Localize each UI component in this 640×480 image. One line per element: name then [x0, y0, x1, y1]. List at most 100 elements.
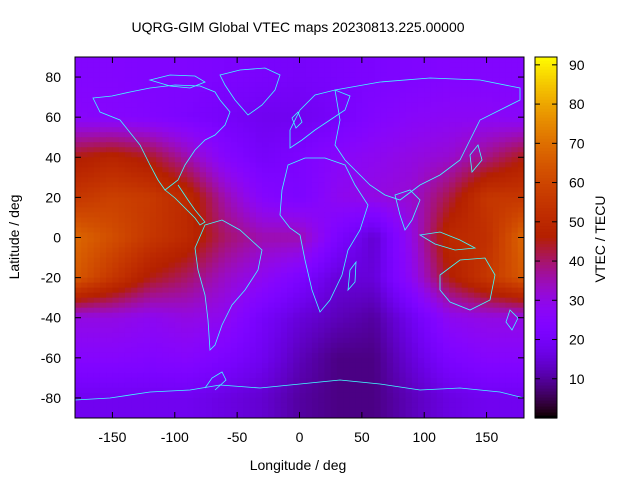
heatmap-cell — [318, 287, 326, 294]
heatmap-cell — [87, 237, 95, 244]
heatmap-cell — [181, 232, 188, 239]
heatmap-cell — [449, 227, 457, 234]
heatmap-cell — [361, 397, 369, 404]
heatmap-cell — [156, 117, 163, 123]
heatmap-cell — [137, 297, 145, 304]
heatmap-cell — [324, 267, 332, 274]
heatmap-cell — [474, 212, 481, 219]
heatmap-cell — [355, 277, 363, 284]
heatmap-cell — [393, 347, 400, 354]
heatmap-cell — [162, 222, 170, 229]
heatmap-cell — [262, 347, 269, 354]
heatmap-cell — [212, 122, 220, 128]
heatmap-cell — [374, 217, 382, 224]
heatmap-cell — [162, 62, 170, 68]
heatmap-cell — [349, 372, 357, 379]
heatmap-cell — [124, 292, 132, 299]
heatmap-cell — [243, 287, 251, 294]
heatmap-cell — [237, 272, 244, 279]
heatmap-cell — [424, 82, 432, 88]
heatmap-cell — [137, 247, 145, 254]
heatmap-cell — [511, 142, 519, 148]
heatmap-cell — [75, 277, 82, 284]
heatmap-cell — [299, 397, 307, 404]
heatmap-cell — [318, 167, 326, 173]
heatmap-cell — [399, 202, 407, 209]
heatmap-cell — [268, 122, 276, 128]
heatmap-cell — [474, 312, 481, 319]
heatmap-cell — [168, 237, 176, 244]
heatmap-cell — [255, 392, 263, 399]
heatmap-cell — [405, 127, 413, 133]
heatmap-cell — [324, 317, 332, 324]
heatmap-cell — [430, 177, 438, 183]
heatmap-cell — [230, 132, 238, 138]
heatmap-cell — [449, 107, 457, 113]
heatmap-cell — [449, 312, 457, 319]
heatmap-cell — [81, 207, 89, 214]
heatmap-cell — [156, 212, 163, 219]
heatmap-cell — [467, 352, 475, 359]
heatmap-cell — [293, 252, 301, 259]
heatmap-cell — [330, 347, 338, 354]
heatmap-cell — [137, 277, 145, 284]
heatmap-cell — [436, 112, 444, 118]
heatmap-cell — [75, 132, 82, 138]
heatmap-cell — [411, 67, 419, 73]
heatmap-cell — [93, 252, 101, 259]
heatmap-cell — [380, 177, 388, 183]
heatmap-cell — [131, 97, 138, 103]
heatmap-cell — [181, 77, 188, 83]
heatmap-cell — [87, 322, 95, 329]
heatmap-cell — [205, 402, 213, 409]
heatmap-cell — [149, 242, 157, 249]
heatmap-cell — [486, 207, 494, 214]
heatmap-cell — [237, 322, 244, 329]
heatmap-cell — [461, 312, 469, 319]
heatmap-cell — [143, 102, 151, 108]
heatmap-cell — [499, 242, 506, 249]
heatmap-cell — [436, 382, 444, 389]
heatmap-cell — [168, 337, 176, 344]
heatmap-cell — [399, 222, 407, 229]
heatmap-cell — [205, 72, 213, 78]
heatmap-cell — [361, 302, 369, 309]
heatmap-cell — [467, 397, 475, 404]
heatmap-cell — [336, 77, 344, 83]
heatmap-cell — [374, 397, 382, 404]
heatmap-cell — [212, 247, 220, 254]
heatmap-cell — [106, 147, 114, 153]
heatmap-cell — [449, 257, 457, 264]
heatmap-cell — [399, 187, 407, 193]
heatmap-cell — [137, 62, 145, 68]
heatmap-cell — [417, 142, 425, 148]
heatmap-cell — [112, 242, 120, 249]
heatmap-cell — [262, 252, 269, 259]
heatmap-cell — [162, 287, 170, 294]
heatmap-cell — [386, 192, 394, 198]
heatmap-cell — [517, 297, 524, 304]
heatmap-cell — [274, 167, 282, 173]
heatmap-cell — [293, 342, 301, 349]
heatmap-cell — [492, 172, 500, 178]
heatmap-cell — [156, 302, 163, 309]
heatmap-cell — [224, 77, 232, 83]
heatmap-cell — [93, 342, 101, 349]
heatmap-cell — [405, 307, 413, 314]
heatmap-cell — [255, 327, 263, 334]
heatmap-cell — [181, 262, 188, 269]
heatmap-cell — [299, 202, 307, 209]
heatmap-cell — [480, 182, 488, 188]
heatmap-cell — [436, 192, 444, 198]
heatmap-cell — [361, 162, 369, 168]
heatmap-cell — [87, 197, 95, 203]
heatmap-cell — [224, 362, 232, 369]
heatmap-cell — [293, 92, 301, 98]
heatmap-cell — [193, 192, 201, 198]
heatmap-cell — [311, 347, 319, 354]
heatmap-cell — [205, 67, 213, 73]
heatmap-cell — [424, 317, 432, 324]
heatmap-cell — [324, 242, 332, 249]
heatmap-cell — [461, 67, 469, 73]
heatmap-cell — [311, 397, 319, 404]
